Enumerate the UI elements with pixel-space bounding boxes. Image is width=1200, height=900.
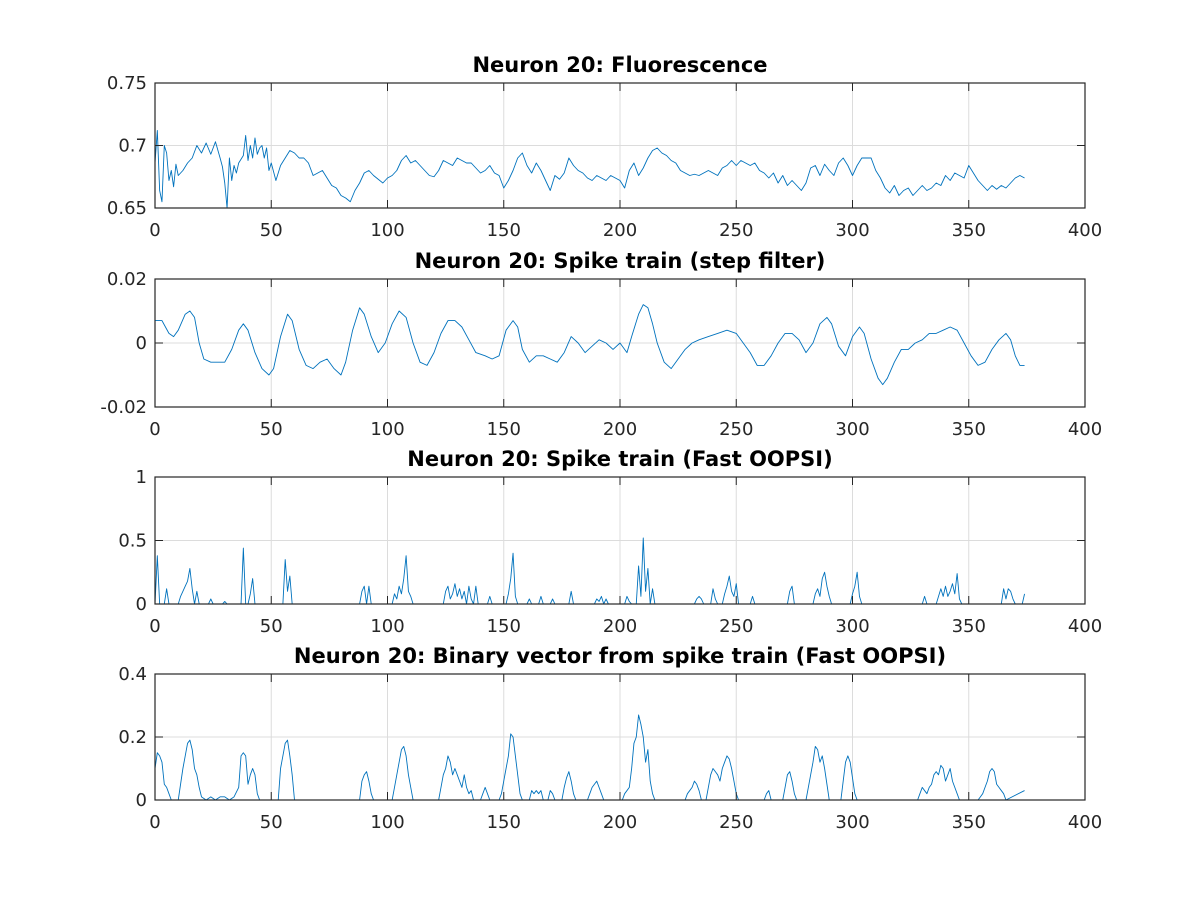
x-tick-label: 150 — [487, 220, 521, 241]
chart-panel-4: 0 50 100 150 200 250 300 350 400 0 0.2 0.4 Neuron 20… — [118, 644, 1102, 833]
y-tick-label: 0.2 — [118, 727, 147, 748]
y-tick-label: 0.5 — [118, 531, 147, 552]
x-tick-label: 200 — [603, 220, 637, 241]
chart-title: Neuron 20: Fluorescence — [472, 53, 767, 77]
x-tick-label: 200 — [603, 812, 637, 833]
x-tick-label: 50 — [260, 616, 283, 637]
x-tick-label: 100 — [370, 812, 404, 833]
y-tick-label: 0 — [136, 790, 147, 811]
x-tick-label: 50 — [260, 419, 283, 440]
x-tick-label: 400 — [1068, 419, 1102, 440]
x-tick-label: 0 — [149, 419, 160, 440]
y-tick-label: 0.7 — [118, 136, 147, 157]
x-tick-label: 150 — [487, 616, 521, 637]
y-tick-label: 0 — [136, 594, 147, 615]
x-tick-label: 0 — [149, 616, 160, 637]
chart-panel-3: 0 50 100 150 200 250 300 350 400 0 0.5 1 Neuron 20: … — [118, 447, 1102, 637]
x-tick-label: 400 — [1068, 812, 1102, 833]
x-tick-label: 50 — [260, 812, 283, 833]
x-tick-label: 300 — [835, 812, 869, 833]
y-tick-label: -0.02 — [100, 397, 147, 418]
chart-title: Neuron 20: Spike train (step filter) — [415, 249, 826, 273]
x-tick-label: 350 — [952, 419, 986, 440]
y-tick-label: 0 — [136, 333, 147, 354]
x-tick-label: 150 — [487, 419, 521, 440]
x-tick-label: 300 — [835, 419, 869, 440]
x-tick-label: 50 — [260, 220, 283, 241]
x-tick-label: 400 — [1068, 220, 1102, 241]
x-tick-label: 0 — [149, 812, 160, 833]
chart-panel-1: 0 50 100 150 200 250 300 350 400 0.65 0.7 0.75 Neuro… — [107, 53, 1102, 241]
y-tick-label: 0.4 — [118, 664, 147, 685]
x-tick-label: 250 — [719, 812, 753, 833]
y-tick-label: 1 — [136, 467, 147, 488]
x-tick-label: 300 — [835, 616, 869, 637]
x-tick-label: 250 — [719, 220, 753, 241]
series-line-1 — [154, 130, 1025, 209]
x-tick-label: 100 — [370, 419, 404, 440]
y-tick-label: 0.75 — [107, 73, 147, 94]
x-tick-label: 400 — [1068, 616, 1102, 637]
series-line-1 — [154, 714, 1025, 801]
series-line-1 — [155, 304, 1025, 386]
x-tick-label: 350 — [952, 616, 986, 637]
x-tick-label: 200 — [603, 616, 637, 637]
x-tick-label: 300 — [835, 220, 869, 241]
x-tick-label: 0 — [149, 220, 160, 241]
chart-title: Neuron 20: Spike train (Fast OOPSI) — [407, 447, 832, 471]
chart-panel-2: 0 50 100 150 200 250 300 350 400-0.0200.02Neuron… — [100, 249, 1102, 440]
x-tick-label: 200 — [603, 419, 637, 440]
y-tick-label: 0.65 — [107, 198, 147, 219]
x-tick-label: 350 — [952, 220, 986, 241]
y-tick-label: 0.02 — [107, 269, 147, 290]
x-tick-label: 100 — [370, 220, 404, 241]
x-tick-label: 350 — [952, 812, 986, 833]
x-tick-label: 150 — [487, 812, 521, 833]
x-tick-label: 250 — [719, 616, 753, 637]
chart-title: Neuron 20: Binary vector from spike trai… — [294, 644, 946, 668]
x-tick-label: 100 — [370, 616, 404, 637]
x-tick-label: 250 — [719, 419, 753, 440]
